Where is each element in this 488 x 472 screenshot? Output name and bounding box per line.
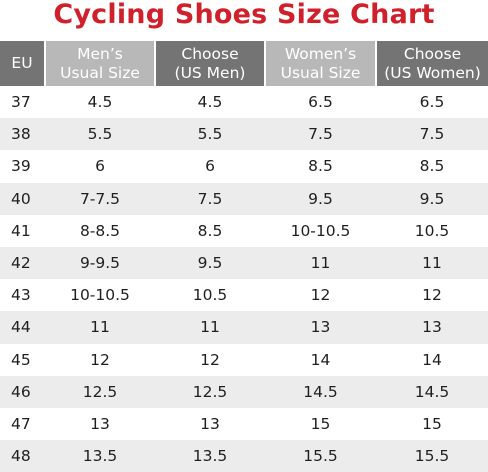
eu-size-cell: 42	[0, 246, 45, 280]
choose-us-women-cell: 11	[376, 246, 488, 280]
table-header: EU Men’s Usual Size Choose (US Men) Women’s Us…	[0, 41, 488, 86]
table-row: 39 6 6 8.5 8.5	[0, 150, 488, 183]
eu-size-cell: 46	[0, 375, 45, 408]
mens-usual-size-cell: 10-10.5	[45, 279, 155, 312]
womens-usual-size-header-line: Usual Size	[280, 63, 361, 82]
choose-us-women-cell: 14.5	[376, 375, 488, 408]
mens-usual-size-cell: 4.5	[45, 86, 155, 119]
womens-usual-size-cell: 12	[265, 279, 376, 312]
eu-size-cell: 38	[0, 118, 45, 151]
womens-usual-size-cell: 10-10.5	[265, 214, 376, 247]
choose-us-women-cell: 15	[376, 407, 488, 441]
choose-us-men-cell: 7.5	[155, 182, 265, 215]
table-row: 38 5.5 5.5 7.5 7.5	[0, 118, 488, 151]
table-row: 37 4.5 4.5 6.5 6.5	[0, 86, 488, 119]
eu-size-cell: 41	[0, 214, 45, 247]
mens-usual-size-cell: 7-7.5	[45, 182, 155, 215]
table-row: 48 13.5 13.5 15.5 15.5	[0, 440, 488, 472]
size-chart-table: EU Men’s Usual Size Choose (US Men) Women’s Us…	[0, 41, 488, 472]
table-row: 43 10-10.5 10.5 12 12	[0, 279, 488, 312]
choose-us-men-cell: 4.5	[155, 86, 265, 119]
mens-usual-size-cell: 12	[45, 343, 155, 376]
choose-us-men-cell: 12	[155, 343, 265, 376]
eu-size-cell: 45	[0, 343, 45, 376]
choose-us-women-cell: 14	[376, 343, 488, 376]
choose-us-women-cell: 8.5	[376, 150, 488, 183]
womens-usual-size-cell: 13	[265, 311, 376, 344]
mens-usual-size-cell: 12.5	[45, 375, 155, 408]
table-row: 46 12.5 12.5 14.5 14.5	[0, 375, 488, 408]
choose-us-men-cell: 13	[155, 407, 265, 441]
choose-us-men-cell: 11	[155, 311, 265, 344]
chart-title: Cycling Shoes Size Chart	[53, 0, 435, 30]
choose-us-women-cell: 9.5	[376, 182, 488, 215]
choose-us-men-cell: 5.5	[155, 118, 265, 151]
mens-usual-size-header-line: Usual Size	[60, 63, 140, 82]
table-row: 47 13 13 15 15	[0, 407, 488, 441]
womens-usual-size-cell: 7.5	[265, 118, 376, 151]
choose-us-men-cell: 12.5	[155, 375, 265, 408]
header-row: EU Men’s Usual Size Choose (US Men) Women’s Us…	[0, 41, 488, 86]
table-row: 42 9-9.5 9.5 11 11	[0, 246, 488, 280]
womens-usual-size-cell: 15	[265, 407, 376, 441]
mens-usual-size-cell: 13.5	[45, 440, 155, 472]
eu-size-cell: 47	[0, 407, 45, 441]
choose-us-men-cell: 8.5	[155, 214, 265, 247]
mens-usual-size-cell: 9-9.5	[45, 246, 155, 280]
eu-size-cell: 39	[0, 150, 45, 183]
womens-usual-size-header-line: Women’s	[284, 44, 357, 63]
table-row: 44 11 11 13 13	[0, 311, 488, 344]
mens-usual-size-cell: 5.5	[45, 118, 155, 151]
eu-size-cell: 37	[0, 86, 45, 119]
eu-header-line: EU	[11, 54, 33, 72]
eu-size-cell: 43	[0, 279, 45, 312]
table-row: 45 12 12 14 14	[0, 343, 488, 376]
mens-usual-size-cell: 8-8.5	[45, 214, 155, 247]
table-body: 37 4.5 4.5 6.5 6.5 38 5.5 5.5 7.5 7.5 39 6 6 8.5 8.5 40…	[0, 86, 488, 472]
choose-us-men-cell: 13.5	[155, 440, 265, 472]
womens-usual-size-cell: 14	[265, 343, 376, 376]
womens-usual-size-cell: 15.5	[265, 440, 376, 472]
table-row: 40 7-7.5 7.5 9.5 9.5	[0, 182, 488, 215]
choose-us-women-cell: 13	[376, 311, 488, 344]
mens-usual-size-header: Men’s Usual Size	[45, 41, 156, 86]
mens-usual-size-header-line: Men’s	[77, 44, 123, 63]
eu-header: EU	[0, 41, 46, 86]
choose-us-women-cell: 15.5	[376, 440, 488, 472]
choose-us-women-header-line: Choose	[403, 44, 462, 63]
mens-usual-size-cell: 13	[45, 407, 155, 441]
eu-size-cell: 48	[0, 440, 45, 472]
choose-us-women-header-line: (US Women)	[384, 63, 481, 82]
womens-usual-size-cell: 8.5	[265, 150, 376, 183]
choose-us-women-header: Choose (US Women)	[376, 41, 488, 86]
eu-size-cell: 40	[0, 182, 45, 215]
womens-usual-size-cell: 14.5	[265, 375, 376, 408]
mens-usual-size-cell: 11	[45, 311, 155, 344]
womens-usual-size-cell: 6.5	[265, 86, 376, 119]
choose-us-men-cell: 10.5	[155, 279, 265, 312]
choose-us-men-cell: 6	[155, 150, 265, 183]
eu-size-cell: 44	[0, 311, 45, 344]
choose-us-women-cell: 7.5	[376, 118, 488, 151]
choose-us-men-cell: 9.5	[155, 246, 265, 280]
womens-usual-size-cell: 9.5	[265, 182, 376, 215]
choose-us-women-cell: 12	[376, 279, 488, 312]
choose-us-men-header-line: Choose	[181, 44, 239, 63]
choose-us-men-header: Choose (US Men)	[155, 41, 266, 86]
womens-usual-size-cell: 11	[265, 246, 376, 280]
choose-us-women-cell: 10.5	[376, 214, 488, 247]
table-row: 41 8-8.5 8.5 10-10.5 10.5	[0, 214, 488, 247]
mens-usual-size-cell: 6	[45, 150, 155, 183]
choose-us-men-header-line: (US Men)	[174, 63, 246, 82]
womens-usual-size-header: Women’s Usual Size	[265, 41, 377, 86]
choose-us-women-cell: 6.5	[376, 86, 488, 119]
